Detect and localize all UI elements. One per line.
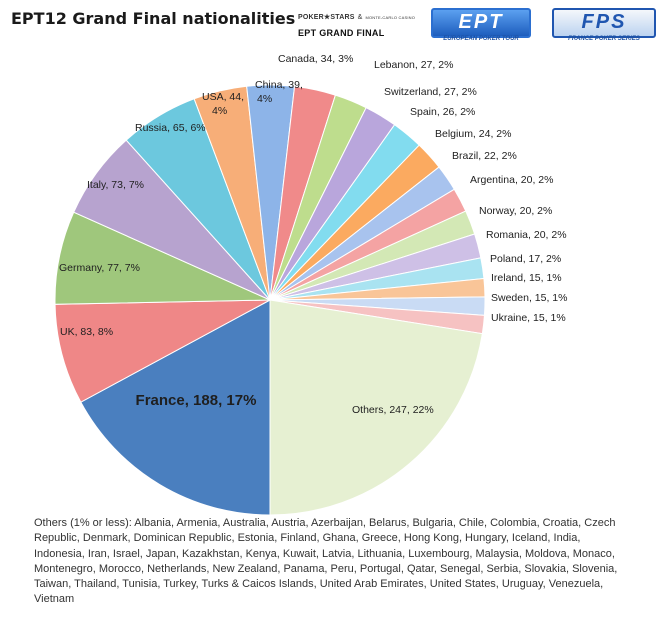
pie-slice [54, 299, 271, 403]
fps-logo: FPS FRANCE POKER SERIES [546, 8, 662, 46]
slice-label: Germany, 77, 7% [59, 262, 140, 274]
chart-title: EPT12 Grand Final nationalities [11, 9, 296, 28]
slice-label: France, 188, 17% [136, 392, 257, 409]
slice-label: USA, 44, 4% [202, 91, 244, 117]
logo-ampersand: & [357, 14, 363, 21]
slice-label: Belgium, 24, 2% [435, 128, 511, 140]
ept-grand-final-wordmark: EPT GRAND FINAL [298, 28, 385, 38]
slice-label: Ukraine, 15, 1% [491, 312, 566, 324]
slice-label: Brazil, 22, 2% [452, 150, 517, 162]
ept-logo-subtitle: EUROPEAN POKER TOUR [443, 36, 519, 42]
slice-label: Italy, 73, 7% [87, 179, 144, 191]
slice-label: Others, 247, 22% [352, 404, 434, 416]
slice-label: Norway, 20, 2% [479, 205, 552, 217]
pie-slice [269, 299, 483, 516]
slice-label: Poland, 17, 2% [490, 253, 561, 265]
slice-label: Romania, 20, 2% [486, 229, 567, 241]
slice-label: UK, 83, 8% [60, 326, 113, 338]
slice-label: Sweden, 15, 1% [491, 292, 567, 304]
pokerstars-wordmark: POKER★STARS [298, 14, 355, 21]
others-footnote: Others (1% or less): Albania, Armenia, A… [34, 517, 618, 606]
pie-slice [80, 299, 271, 516]
fps-mark: FPS [552, 8, 656, 38]
fps-logo-subtitle: FRANCE POKER SERIES [568, 36, 640, 42]
ept-logo: EPT EUROPEAN POKER TOUR [425, 8, 537, 46]
slice-label: Lebanon, 27, 2% [374, 59, 453, 71]
pokerstars-ept-grand-final-logo: POKER★STARS & MONTE-CARLO CASINO EPT GRAND… [298, 13, 416, 43]
monte-carlo-casino-wordmark: MONTE-CARLO CASINO [365, 15, 416, 20]
slice-label: Argentina, 20, 2% [470, 174, 553, 186]
ept-mark: EPT [431, 8, 531, 38]
slice-label: Canada, 34, 3% [278, 53, 353, 65]
slice-label: China, 39, 4% [255, 79, 303, 105]
slice-label: Spain, 26, 2% [410, 106, 475, 118]
slice-label: Ireland, 15, 1% [491, 272, 562, 284]
slice-label: Switzerland, 27, 2% [384, 86, 477, 98]
slice-label: Russia, 65, 6% [135, 122, 206, 134]
